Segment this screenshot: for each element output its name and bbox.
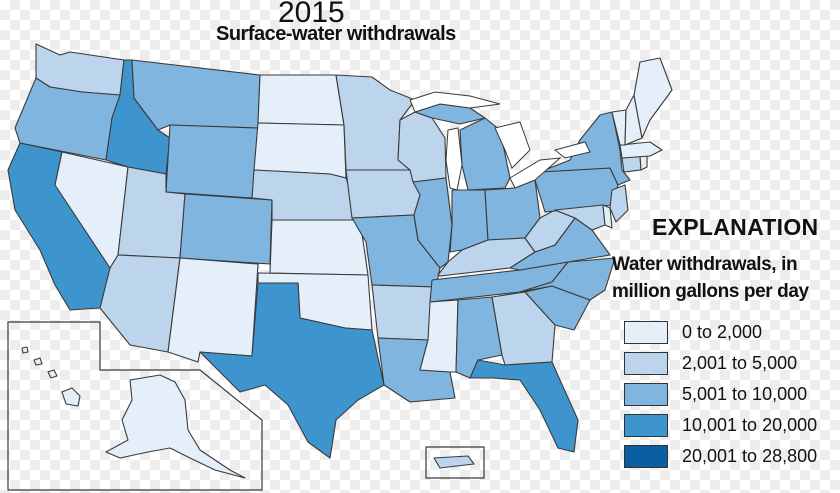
state-iowa bbox=[345, 169, 421, 219]
legend-item: 0 to 2,000 bbox=[624, 317, 840, 348]
state-michigan bbox=[459, 117, 511, 191]
state-rhode-island bbox=[639, 154, 648, 171]
map-title: Surface-water withdrawals bbox=[216, 23, 456, 45]
legend-subtitle: Water withdrawals, in million gallons pe… bbox=[612, 254, 809, 302]
legend-label: 0 to 2,000 bbox=[682, 322, 763, 342]
state-north-dakota bbox=[257, 74, 345, 126]
legend-label: 5,001 to 10,000 bbox=[682, 384, 808, 404]
state-illinois bbox=[412, 177, 453, 269]
state-connecticut bbox=[621, 155, 642, 173]
state-texas bbox=[199, 282, 385, 459]
legend-swatch bbox=[624, 321, 668, 344]
state-south-dakota bbox=[253, 122, 347, 179]
lake-huron bbox=[494, 121, 531, 169]
state-kansas bbox=[269, 219, 369, 276]
legend-swatch bbox=[624, 414, 668, 437]
legend-label: 20,001 to 28,800 bbox=[682, 446, 818, 466]
state-puerto-rico bbox=[433, 455, 475, 469]
state-new-jersey bbox=[609, 184, 629, 223]
legend-item: 10,001 to 20,000 bbox=[624, 410, 840, 441]
state-pennsylvania bbox=[534, 167, 619, 213]
puerto-rico-inset-frame bbox=[425, 446, 485, 479]
legend-swatch bbox=[624, 352, 668, 375]
state-delaware bbox=[602, 204, 613, 229]
state-north-carolina bbox=[519, 257, 616, 301]
lake-michigan bbox=[445, 127, 463, 191]
lake-erie bbox=[509, 157, 562, 189]
legend-label: 10,001 to 20,000 bbox=[682, 415, 818, 435]
state-hawaii bbox=[21, 346, 81, 407]
state-florida bbox=[469, 359, 579, 453]
legend-swatch bbox=[624, 383, 668, 406]
legend-item: 5,001 to 10,000 bbox=[624, 379, 840, 410]
legend-swatch bbox=[624, 445, 668, 468]
legend: EXPLANATION Water withdrawals, in millio… bbox=[612, 214, 840, 472]
map-year: 2015 bbox=[278, 0, 345, 29]
state-massachusetts bbox=[619, 141, 663, 159]
state-maryland bbox=[554, 204, 606, 231]
lake-superior bbox=[409, 91, 501, 113]
lake-ontario bbox=[553, 141, 591, 159]
state-montana bbox=[131, 59, 261, 131]
state-arkansas bbox=[371, 284, 437, 341]
legend-item: 20,001 to 28,800 bbox=[624, 441, 840, 472]
state-colorado bbox=[179, 193, 273, 265]
state-alaska bbox=[105, 374, 246, 479]
state-arizona bbox=[99, 254, 181, 353]
legend-item: 2,001 to 5,000 bbox=[624, 348, 840, 379]
legend-label: 2,001 to 5,000 bbox=[682, 353, 798, 373]
state-new-mexico bbox=[167, 257, 259, 363]
legend-title: EXPLANATION bbox=[652, 214, 819, 240]
state-maine bbox=[633, 57, 673, 139]
alaska-hawaii-inset-frame bbox=[7, 321, 263, 491]
state-wyoming bbox=[165, 124, 259, 199]
